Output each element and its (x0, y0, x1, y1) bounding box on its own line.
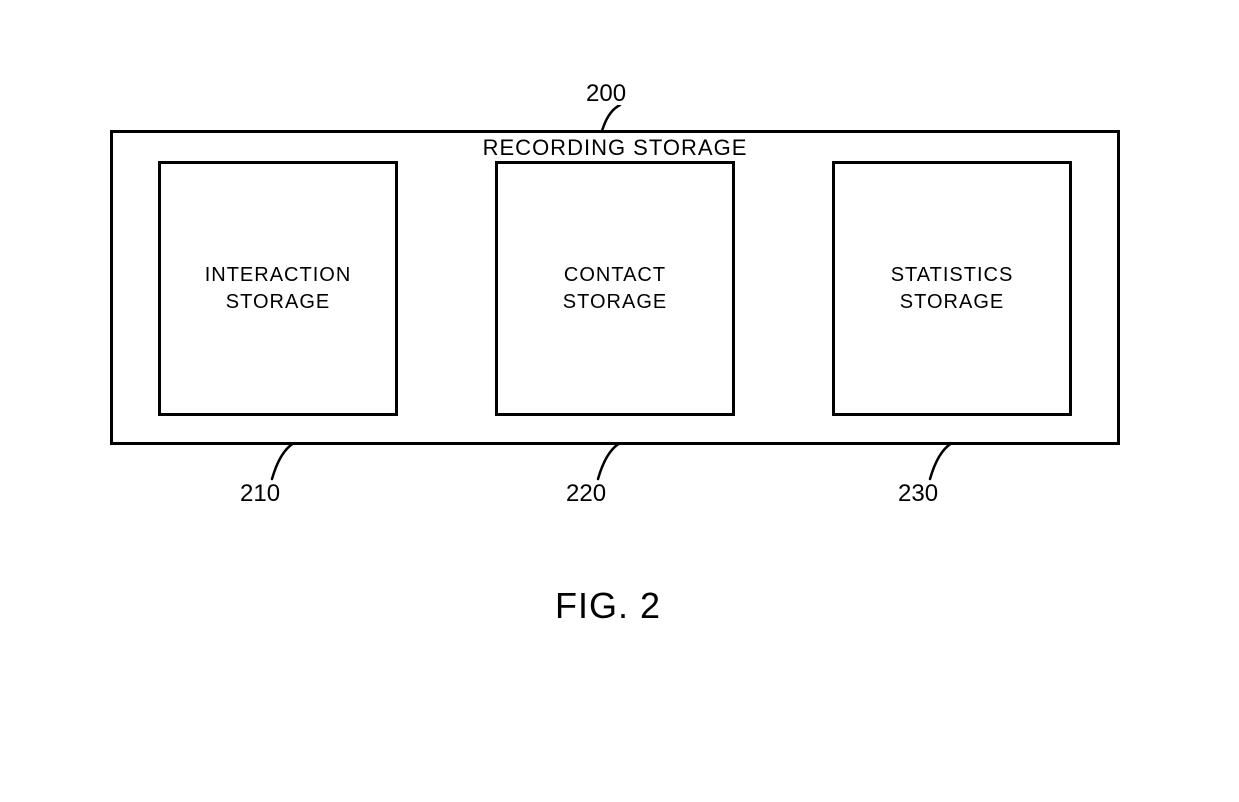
contact-storage-line2: STORAGE (563, 289, 667, 316)
ref-200-label: 200 (586, 80, 626, 108)
contact-storage-line1: CONTACT (564, 262, 666, 289)
inner-boxes-row: INTERACTION STORAGE CONTACT STORAGE STAT… (113, 161, 1117, 442)
ref-230-label: 230 (898, 480, 938, 508)
interaction-storage-line2: STORAGE (226, 289, 330, 316)
ref-210-leader (270, 443, 300, 481)
ref-220-leader (596, 443, 626, 481)
ref-220-label: 220 (566, 480, 606, 508)
figure-caption: FIG. 2 (555, 585, 661, 627)
interaction-storage-box: INTERACTION STORAGE (158, 161, 398, 416)
ref-210-label: 210 (240, 480, 280, 508)
statistics-storage-line1: STATISTICS (891, 262, 1014, 289)
statistics-storage-line2: STORAGE (900, 289, 1004, 316)
ref-200-leader (598, 105, 628, 133)
ref-230-leader (928, 443, 958, 481)
interaction-storage-line1: INTERACTION (205, 262, 352, 289)
recording-storage-container: RECORDING STORAGE INTERACTION STORAGE CO… (110, 130, 1120, 445)
contact-storage-box: CONTACT STORAGE (495, 161, 735, 416)
recording-storage-title: RECORDING STORAGE (483, 135, 748, 161)
statistics-storage-box: STATISTICS STORAGE (832, 161, 1072, 416)
